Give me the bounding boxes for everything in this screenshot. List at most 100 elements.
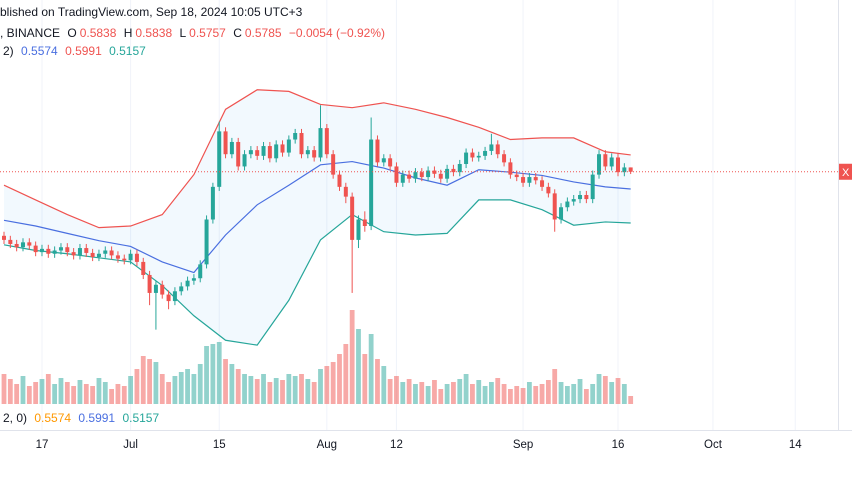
volume-bar (381, 366, 387, 404)
volume-bar (413, 384, 418, 404)
volume-bar (419, 382, 425, 404)
volume-bar (210, 344, 216, 404)
volume-legend: 2, 0) 0.5574 0.5991 0.5157 (3, 411, 159, 425)
volume-bar (185, 369, 190, 404)
volume-bar (501, 384, 507, 404)
volume-bar (115, 384, 121, 404)
candle-body (394, 166, 399, 183)
candle-body (609, 157, 614, 167)
volume-bar (292, 376, 298, 404)
candle-body (324, 128, 329, 155)
candle-body (381, 158, 386, 163)
volume-bar (134, 369, 140, 404)
volume-bar (242, 374, 247, 404)
candle-body (293, 132, 298, 140)
volume-bar (216, 342, 222, 404)
candle-body (14, 243, 19, 248)
volume-bar (602, 376, 608, 404)
candle-body (457, 164, 462, 173)
candle-body (52, 250, 57, 254)
volume-bar (235, 369, 241, 404)
candle-body (134, 253, 139, 262)
candle-body (445, 168, 450, 179)
band-middle (3, 160, 631, 274)
volume-bar (128, 376, 133, 404)
volume-bar (229, 364, 235, 404)
volume-bar (121, 386, 127, 404)
candle-body (400, 174, 405, 183)
volume-bar (463, 374, 469, 404)
volume-bar (356, 329, 361, 404)
volume-bar (7, 379, 13, 404)
volume-bar (457, 379, 463, 404)
low-label: L (179, 26, 186, 40)
candle-body (343, 186, 348, 197)
candle-body (502, 154, 507, 163)
volume-bar (343, 344, 349, 404)
candle-body (223, 131, 228, 155)
symbol: , BINANCE (0, 26, 60, 40)
volume-bar (64, 382, 70, 404)
volume-bar (571, 384, 577, 404)
open-label: O (67, 26, 76, 40)
volume-bar (1, 374, 7, 404)
volume-legend-upper: 0.5991 (78, 411, 115, 425)
volume (1, 310, 634, 404)
x-tick-label: Aug (317, 439, 337, 451)
candle-body (77, 248, 82, 256)
candle-body (305, 150, 310, 155)
volume-bar (197, 364, 203, 404)
candle-body (426, 170, 431, 178)
x-tick-label: 12 (390, 439, 403, 451)
volume-bar (159, 374, 165, 404)
volume-bar (299, 374, 304, 404)
volume-bar (330, 362, 336, 404)
candle-body (521, 177, 526, 183)
candle-body (103, 250, 108, 254)
candle-body (438, 173, 443, 179)
volume-legend-middle: 0.5574 (34, 411, 71, 425)
volume-bar (337, 354, 342, 404)
candle-body (255, 150, 260, 156)
volume-prefix: 2, 0) (3, 411, 27, 425)
volume-bar (451, 382, 456, 404)
candle-body (489, 144, 494, 151)
candle-body (229, 141, 234, 155)
time-axis: 17 Jul 15 Aug 12 Sep 16 Oct 14 (36, 439, 803, 451)
candle-body (578, 195, 583, 200)
volume-bar (583, 389, 589, 404)
volume-bar (406, 379, 412, 404)
volume-bar (58, 378, 64, 404)
volume-bar (311, 382, 317, 404)
candle-body (71, 252, 76, 256)
candle-body (39, 248, 44, 253)
candle-body (96, 253, 101, 258)
volume-bar (305, 379, 311, 404)
volume-bar (166, 382, 171, 404)
x-tick-label: Sep (513, 439, 533, 451)
high-value: 0.5838 (135, 26, 172, 40)
volume-bar (470, 384, 475, 404)
volume-bar (172, 376, 178, 404)
candle-body (622, 167, 627, 173)
x-tick-label: Oct (704, 439, 723, 451)
volume-bar (476, 380, 482, 404)
volume-bar (254, 379, 260, 404)
volume-bar (394, 376, 399, 404)
volume-bar (102, 382, 108, 404)
x-tick-label: 14 (789, 439, 802, 451)
candle-body (198, 264, 203, 279)
band-lower (3, 199, 631, 346)
x-tick-label: 17 (36, 439, 49, 451)
volume-bar (508, 389, 513, 404)
x-tick-label: 15 (213, 439, 226, 451)
candle-body (565, 201, 570, 208)
volume-bar (375, 359, 380, 404)
candle-body (495, 144, 500, 155)
close-value: 0.5785 (245, 26, 282, 40)
volume-bar (14, 384, 20, 404)
candle-body (470, 152, 475, 158)
candle-body (33, 245, 38, 253)
candle-body (65, 247, 70, 253)
